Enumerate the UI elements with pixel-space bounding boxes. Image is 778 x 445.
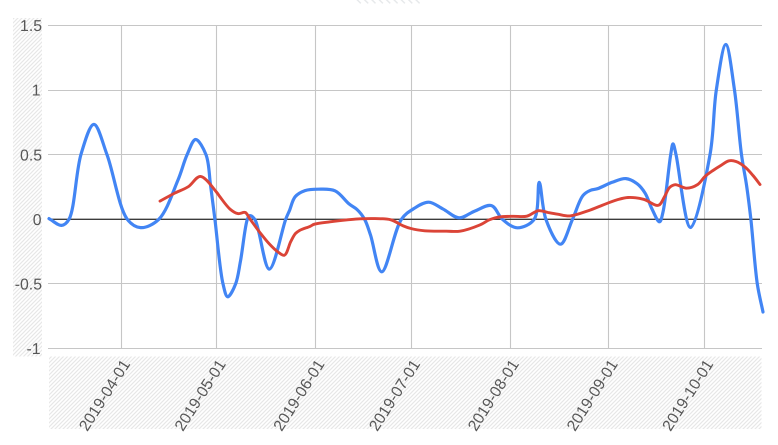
svg-text:0.5: 0.5 bbox=[20, 147, 42, 164]
svg-text:1: 1 bbox=[32, 83, 41, 100]
svg-text:1.5: 1.5 bbox=[20, 18, 42, 35]
svg-text:-0.5: -0.5 bbox=[15, 277, 42, 294]
svg-text:-1: -1 bbox=[26, 341, 40, 358]
svg-text:0: 0 bbox=[33, 212, 42, 229]
